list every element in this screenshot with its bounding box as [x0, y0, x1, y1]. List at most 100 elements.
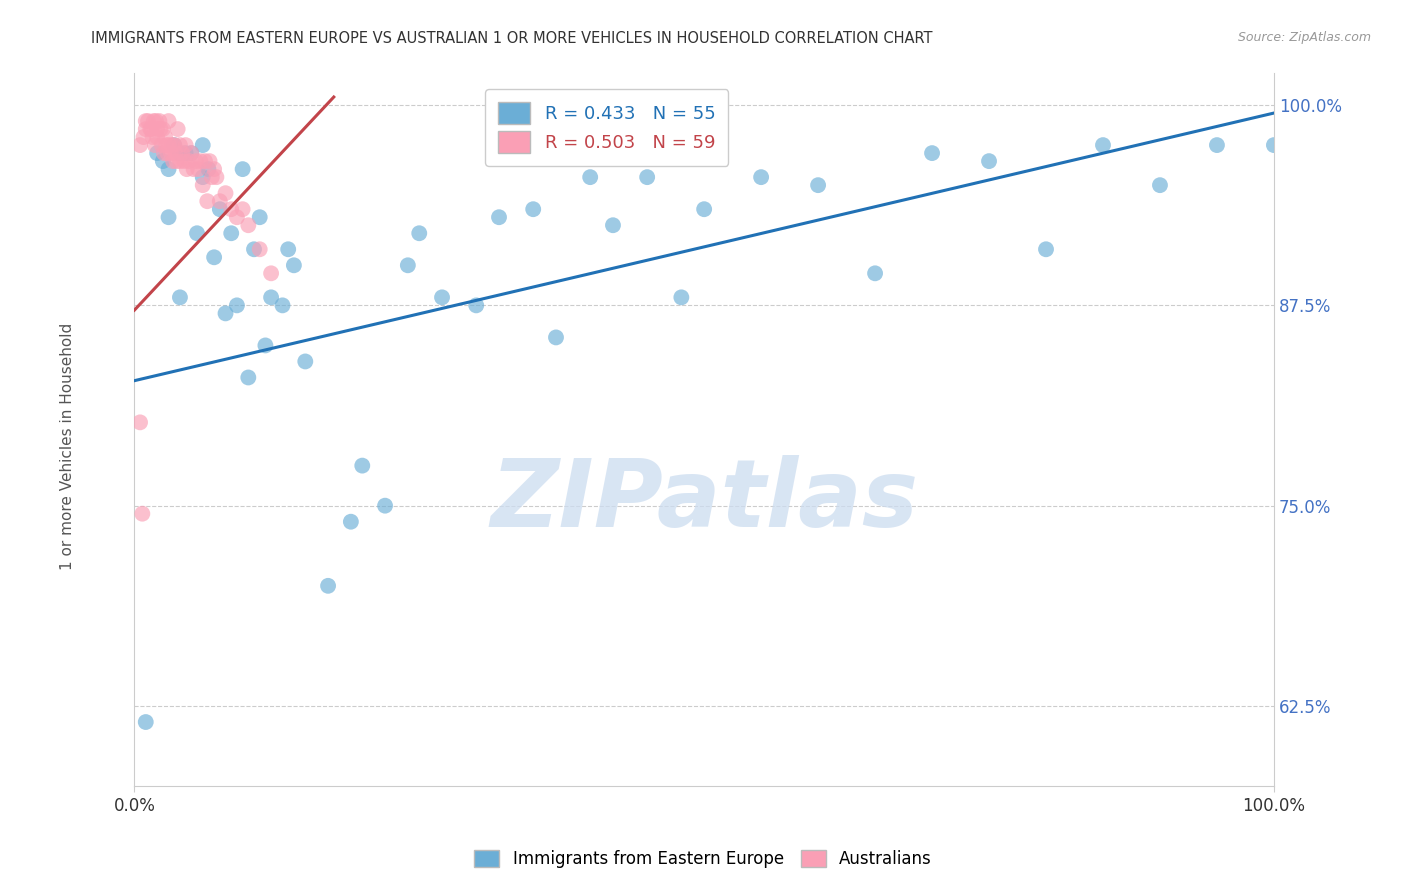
Point	[169, 146, 191, 161]
Point	[340, 515, 363, 529]
Point	[166, 154, 188, 169]
Point	[190, 154, 212, 169]
Text: 1 or more Vehicles in Household: 1 or more Vehicles in Household	[60, 322, 75, 570]
Point	[430, 290, 453, 304]
Point	[374, 499, 396, 513]
Point	[162, 154, 184, 169]
Point	[159, 146, 181, 161]
Point	[249, 211, 271, 225]
Point	[173, 154, 195, 169]
Point	[522, 202, 544, 217]
Point	[129, 138, 152, 153]
Point	[260, 290, 283, 304]
Legend: Immigrants from Eastern Europe, Australians: Immigrants from Eastern Europe, Australi…	[468, 843, 938, 875]
Point	[219, 202, 242, 217]
Point	[636, 170, 658, 185]
Point	[145, 114, 167, 128]
Point	[408, 226, 430, 240]
Point	[163, 138, 186, 153]
Point	[232, 202, 254, 217]
Point	[191, 138, 214, 153]
Point	[1263, 138, 1285, 153]
Point	[249, 242, 271, 256]
Point	[152, 154, 174, 169]
Point	[152, 122, 174, 136]
Point	[226, 211, 249, 225]
Point	[132, 130, 155, 145]
Point	[671, 290, 693, 304]
Point	[186, 226, 208, 240]
Point	[155, 138, 177, 153]
Point	[146, 146, 169, 161]
Point	[208, 202, 231, 217]
Point	[283, 258, 305, 272]
Point	[198, 154, 221, 169]
Point	[165, 146, 187, 161]
Point	[1206, 138, 1229, 153]
Point	[544, 330, 567, 344]
Point	[180, 146, 202, 161]
Point	[135, 714, 157, 729]
Point	[146, 130, 169, 145]
Point	[157, 211, 180, 225]
Point	[294, 354, 316, 368]
Point	[197, 162, 219, 177]
Point	[1035, 242, 1057, 256]
Point	[201, 170, 224, 185]
Point	[488, 211, 510, 225]
Point	[1091, 138, 1114, 153]
Point	[602, 218, 624, 232]
Point	[169, 154, 191, 169]
Point	[214, 186, 236, 201]
Point	[191, 178, 214, 193]
Point	[136, 114, 159, 128]
Point	[176, 162, 198, 177]
Point	[160, 138, 183, 153]
Point	[1149, 178, 1171, 193]
Point	[177, 154, 200, 169]
Point	[183, 162, 205, 177]
Point	[316, 579, 339, 593]
Point	[352, 458, 374, 473]
Point	[153, 146, 176, 161]
Point	[254, 338, 277, 352]
Point	[146, 122, 169, 136]
Point	[465, 298, 488, 312]
Point	[232, 162, 254, 177]
Point	[174, 146, 197, 161]
Legend: R = 0.433   N = 55, R = 0.503   N = 59: R = 0.433 N = 55, R = 0.503 N = 59	[485, 89, 728, 166]
Point	[174, 138, 197, 153]
Point	[243, 242, 266, 256]
Point	[184, 154, 207, 169]
Point	[202, 250, 225, 264]
Point	[131, 507, 153, 521]
Point	[149, 122, 172, 136]
Point	[921, 146, 943, 161]
Point	[749, 170, 772, 185]
Point	[135, 122, 157, 136]
Point	[195, 194, 218, 209]
Text: IMMIGRANTS FROM EASTERN EUROPE VS AUSTRALIAN 1 OR MORE VEHICLES IN HOUSEHOLD COR: IMMIGRANTS FROM EASTERN EUROPE VS AUSTRA…	[91, 31, 934, 46]
Point	[169, 290, 191, 304]
Point	[169, 138, 191, 153]
Point	[139, 122, 162, 136]
Text: Source: ZipAtlas.com: Source: ZipAtlas.com	[1237, 31, 1371, 45]
Point	[187, 162, 209, 177]
Point	[863, 266, 886, 280]
Point	[172, 146, 194, 161]
Point	[153, 130, 176, 145]
Text: ZIPatlas: ZIPatlas	[491, 455, 918, 547]
Point	[208, 194, 231, 209]
Point	[142, 114, 165, 128]
Point	[205, 170, 228, 185]
Point	[135, 114, 157, 128]
Point	[226, 298, 249, 312]
Point	[579, 170, 602, 185]
Point	[396, 258, 419, 272]
Point	[260, 266, 283, 280]
Point	[157, 138, 180, 153]
Point	[194, 154, 217, 169]
Point	[157, 162, 180, 177]
Point	[166, 122, 188, 136]
Point	[238, 218, 260, 232]
